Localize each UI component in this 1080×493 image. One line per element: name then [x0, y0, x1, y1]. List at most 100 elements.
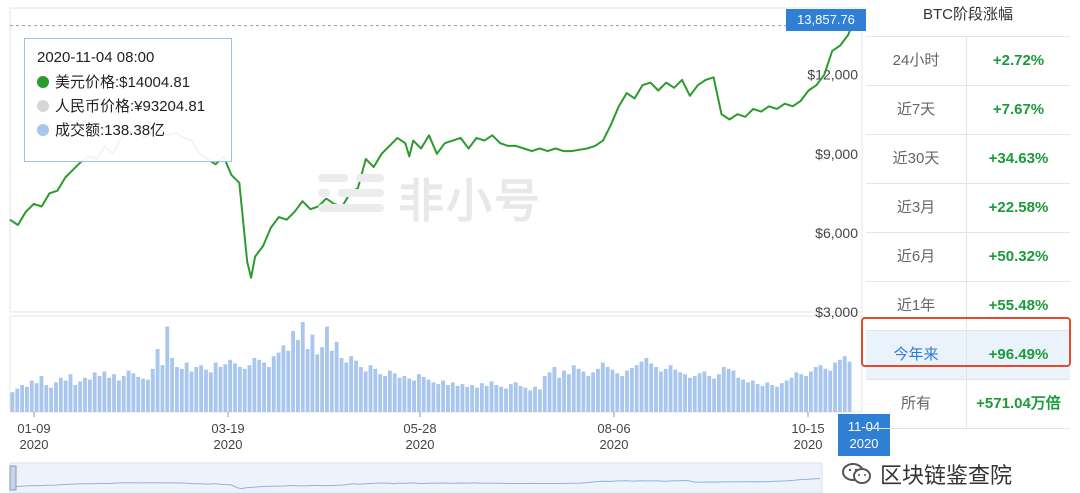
- volume-bar: [615, 373, 620, 412]
- volume-bar: [629, 367, 634, 412]
- change-row-3m[interactable]: 近3月 +22.58%: [866, 184, 1070, 233]
- volume-bar: [736, 377, 741, 412]
- volume-bar: [712, 378, 717, 412]
- price-volume-chart: $3,000$6,000$9,000$12,00001-09202003-192…: [9, 7, 863, 493]
- volume-bar: [97, 376, 102, 412]
- volume-bar: [765, 382, 770, 412]
- volume-bar: [557, 377, 562, 412]
- volume-bar: [291, 331, 296, 412]
- volume-bar: [237, 367, 242, 412]
- change-row-1y[interactable]: 近1年 +55.48%: [866, 282, 1070, 331]
- change-value: +7.67%: [992, 101, 1045, 118]
- volume-bar: [213, 362, 218, 412]
- volume-bar: [49, 387, 54, 412]
- volume-bar: [779, 383, 784, 412]
- volume-bar: [446, 385, 450, 412]
- x-tick-label: 08-06: [597, 421, 630, 436]
- volume-bar: [102, 371, 107, 412]
- volume-bar: [479, 383, 484, 412]
- range-navigator: [9, 462, 823, 493]
- volume-bar: [368, 365, 373, 412]
- volume-bar: [533, 386, 537, 412]
- volume-bar: [552, 367, 557, 412]
- change-row-30d[interactable]: 近30天 +34.63%: [866, 135, 1070, 184]
- volume-bar: [228, 359, 233, 412]
- volume-bar: [107, 377, 112, 412]
- volume-bar: [141, 378, 145, 412]
- volume-bar: [460, 384, 465, 412]
- change-row-7d[interactable]: 近7天 +7.67%: [866, 86, 1070, 135]
- volume-bar: [145, 379, 150, 412]
- volume-bar: [799, 374, 804, 412]
- volume-bar: [692, 376, 697, 412]
- change-value: +55.48%: [988, 297, 1049, 314]
- volume-bar: [828, 370, 833, 412]
- change-row-all[interactable]: 所有 +571.04万倍: [866, 380, 1070, 429]
- change-row-24h[interactable]: 24小时 +2.72%: [866, 37, 1070, 86]
- change-label: 今年来: [866, 331, 967, 379]
- volume-bar: [383, 376, 387, 412]
- volume-bar: [116, 380, 121, 412]
- volume-bar: [470, 385, 475, 412]
- change-value: +2.72%: [992, 52, 1045, 69]
- volume-bar: [20, 385, 25, 412]
- volume-bar: [668, 365, 673, 412]
- change-value: +22.58%: [988, 199, 1049, 216]
- volume-bar: [813, 367, 818, 412]
- volume-bar: [416, 374, 421, 412]
- plot-frame: [9, 7, 863, 313]
- volume-bar: [755, 384, 760, 412]
- change-label: 近3月: [866, 184, 967, 232]
- volume-bar: [663, 368, 668, 412]
- volume-bar: [513, 382, 518, 412]
- volume-bar: [329, 350, 334, 412]
- volume-bar: [286, 350, 291, 412]
- volume-bar: [179, 368, 184, 412]
- volume-bar: [92, 372, 97, 412]
- y-tick-label: $6,000: [815, 225, 858, 241]
- volume-bar: [678, 372, 683, 412]
- change-row-6m[interactable]: 近6月 +50.32%: [866, 233, 1070, 282]
- volume-bar: [465, 386, 470, 412]
- volume-bar: [804, 376, 808, 412]
- volume-bar: [83, 377, 87, 412]
- volume-bar: [349, 356, 354, 412]
- volume-bar: [296, 340, 300, 412]
- volume-bar: [126, 370, 131, 412]
- volume-bar: [508, 384, 513, 412]
- volume-bar: [818, 365, 823, 412]
- volume-bar: [10, 392, 15, 412]
- volume-bar: [252, 358, 257, 412]
- x-tick-label: 01-09: [17, 421, 50, 436]
- volume-bar: [475, 387, 479, 412]
- volume-bar: [334, 341, 339, 412]
- x-tick-year: 2020: [214, 437, 243, 452]
- volume-bar: [73, 385, 78, 412]
- volume-bar: [305, 349, 310, 412]
- volume-bar: [823, 368, 828, 412]
- volume-bar: [29, 380, 34, 412]
- volume-bar: [378, 374, 383, 412]
- volume-bar: [242, 368, 247, 412]
- volume-bar: [731, 370, 736, 412]
- volume-bar: [431, 382, 436, 412]
- volume-bar: [489, 381, 494, 412]
- volume-bar: [354, 360, 358, 412]
- volume-bar: [639, 361, 644, 412]
- volume-bar: [542, 376, 547, 412]
- volume-bar: [15, 388, 20, 412]
- volume-bar: [262, 362, 266, 412]
- volume-bar: [750, 380, 755, 412]
- y-tick-label: $9,000: [815, 146, 858, 162]
- current-date-year: 2020: [849, 436, 879, 451]
- volume-bar: [165, 326, 170, 412]
- volume-bar: [687, 377, 692, 412]
- change-row-ytd[interactable]: 今年来 +96.49%: [866, 331, 1070, 380]
- volume-bar: [257, 359, 262, 412]
- current-date-tag: 11-04 2020: [838, 414, 890, 456]
- change-label: 近7天: [866, 86, 967, 134]
- volume-bar: [644, 358, 649, 412]
- volume-bar: [223, 364, 228, 412]
- volume-bar: [775, 386, 779, 412]
- volume-bar: [658, 371, 663, 412]
